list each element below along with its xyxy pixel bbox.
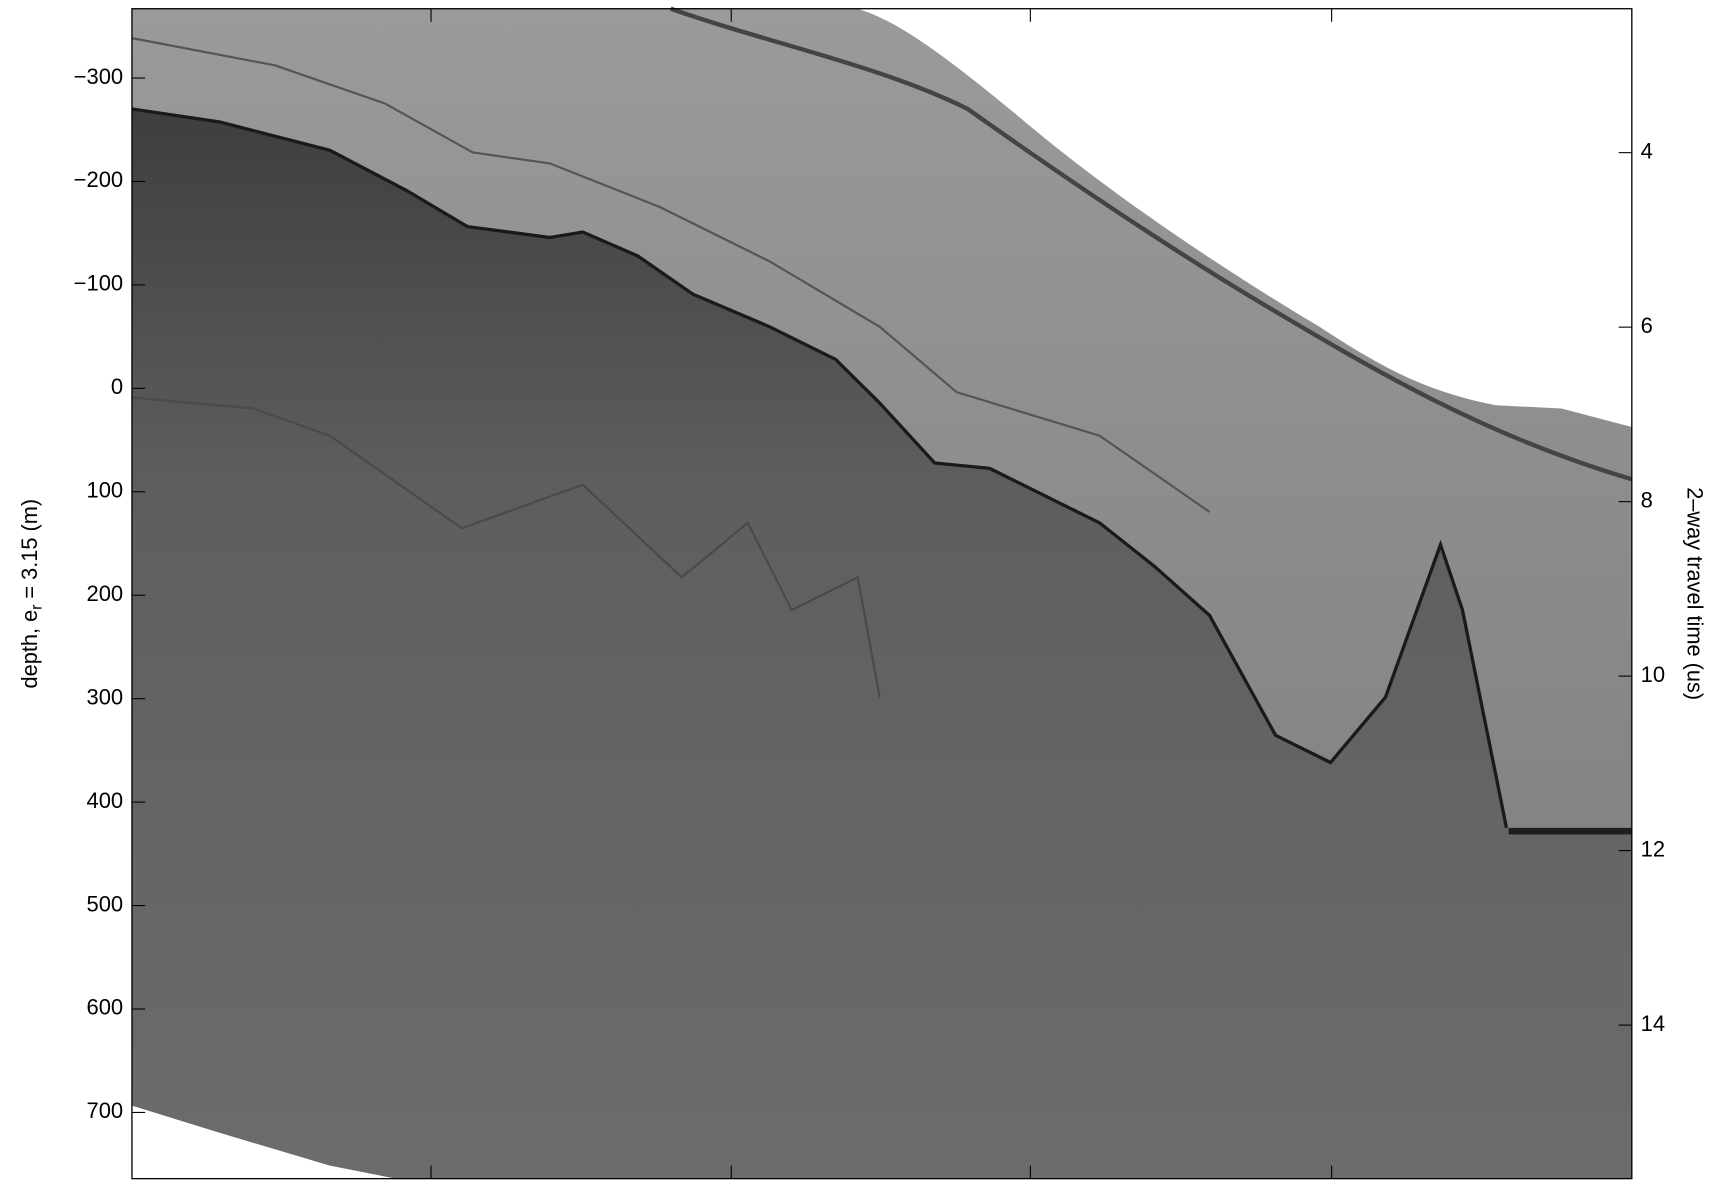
top-layer bbox=[670, 6, 1633, 482]
y-tick-label: 600 bbox=[86, 995, 123, 1020]
y2-tick-label: 8 bbox=[1641, 487, 1653, 512]
y-tick-label: 300 bbox=[86, 685, 123, 710]
y-tick-label: 0 bbox=[111, 374, 123, 399]
y-tick-label: 400 bbox=[86, 788, 123, 813]
y2-tick-label: 10 bbox=[1641, 662, 1665, 687]
radargram-image bbox=[131, 6, 1633, 1180]
basal-reflector bbox=[131, 396, 881, 698]
y2-tick-label: 12 bbox=[1641, 836, 1665, 861]
y-axis-label-sub: r bbox=[28, 605, 45, 610]
lower-blank bbox=[131, 1105, 396, 1179]
dark-stripe bbox=[1508, 827, 1632, 835]
x-ticks bbox=[430, 8, 1333, 1179]
surface-reflector bbox=[131, 107, 1509, 829]
y-tick-label: −200 bbox=[74, 167, 124, 192]
y-axis-label-main: depth, e bbox=[17, 610, 42, 689]
y-tick-label: −100 bbox=[74, 271, 124, 296]
y-axis-label-rest: = 3.15 (m) bbox=[17, 499, 42, 605]
internal-layer bbox=[131, 37, 1211, 513]
y2-tick-label: 4 bbox=[1641, 139, 1653, 164]
y-tick-label: −300 bbox=[74, 64, 124, 89]
y-tick-label: 700 bbox=[86, 1098, 123, 1123]
y-tick-label: 500 bbox=[86, 891, 123, 916]
y2-tick-label: 6 bbox=[1641, 313, 1653, 338]
y-tick-label: 100 bbox=[86, 478, 123, 503]
y2-axis-label: 2–way travel time (us) bbox=[1683, 487, 1708, 700]
y-axis-label: depth, er = 3.15 (m) bbox=[17, 499, 46, 689]
y-tick-label: 200 bbox=[86, 581, 123, 606]
ice-body bbox=[131, 108, 1632, 1179]
y2-tick-label: 14 bbox=[1641, 1011, 1665, 1036]
